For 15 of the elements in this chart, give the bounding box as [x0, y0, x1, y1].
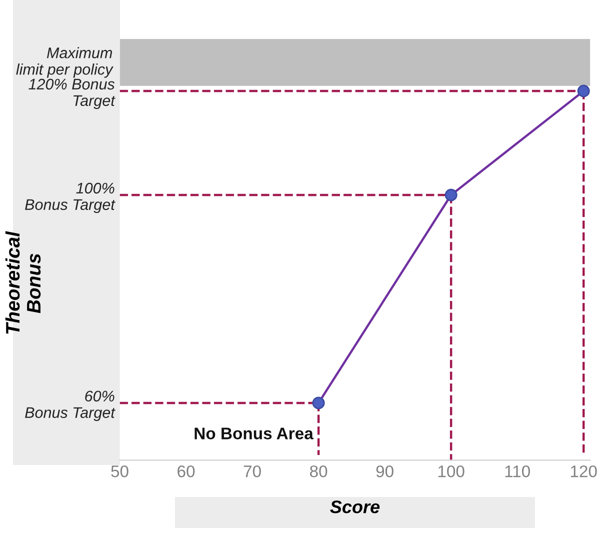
y-tick-label: 100% Bonus Target — [25, 182, 116, 214]
x-tick-label: 110 — [505, 465, 530, 478]
x-axis-title: Score — [330, 500, 380, 514]
y-tick-label: 120% Bonus Target — [28, 78, 116, 110]
x-tick-label: 70 — [244, 465, 261, 478]
x-tick-label: 90 — [376, 465, 394, 478]
x-tick-label: 120 — [570, 465, 597, 478]
band-label: Maximum limit per policy — [16, 47, 114, 78]
x-tick-label: 50 — [111, 465, 128, 478]
x-tick-label: 80 — [310, 465, 328, 478]
y-tick-label: 60% Bonus Target — [25, 390, 116, 422]
y-axis-title: Theoretical Bonus — [5, 231, 41, 334]
x-tick-label: 60 — [178, 465, 195, 478]
x-tick-label: 100 — [438, 465, 464, 478]
annotation: No Bonus Area — [194, 428, 314, 440]
